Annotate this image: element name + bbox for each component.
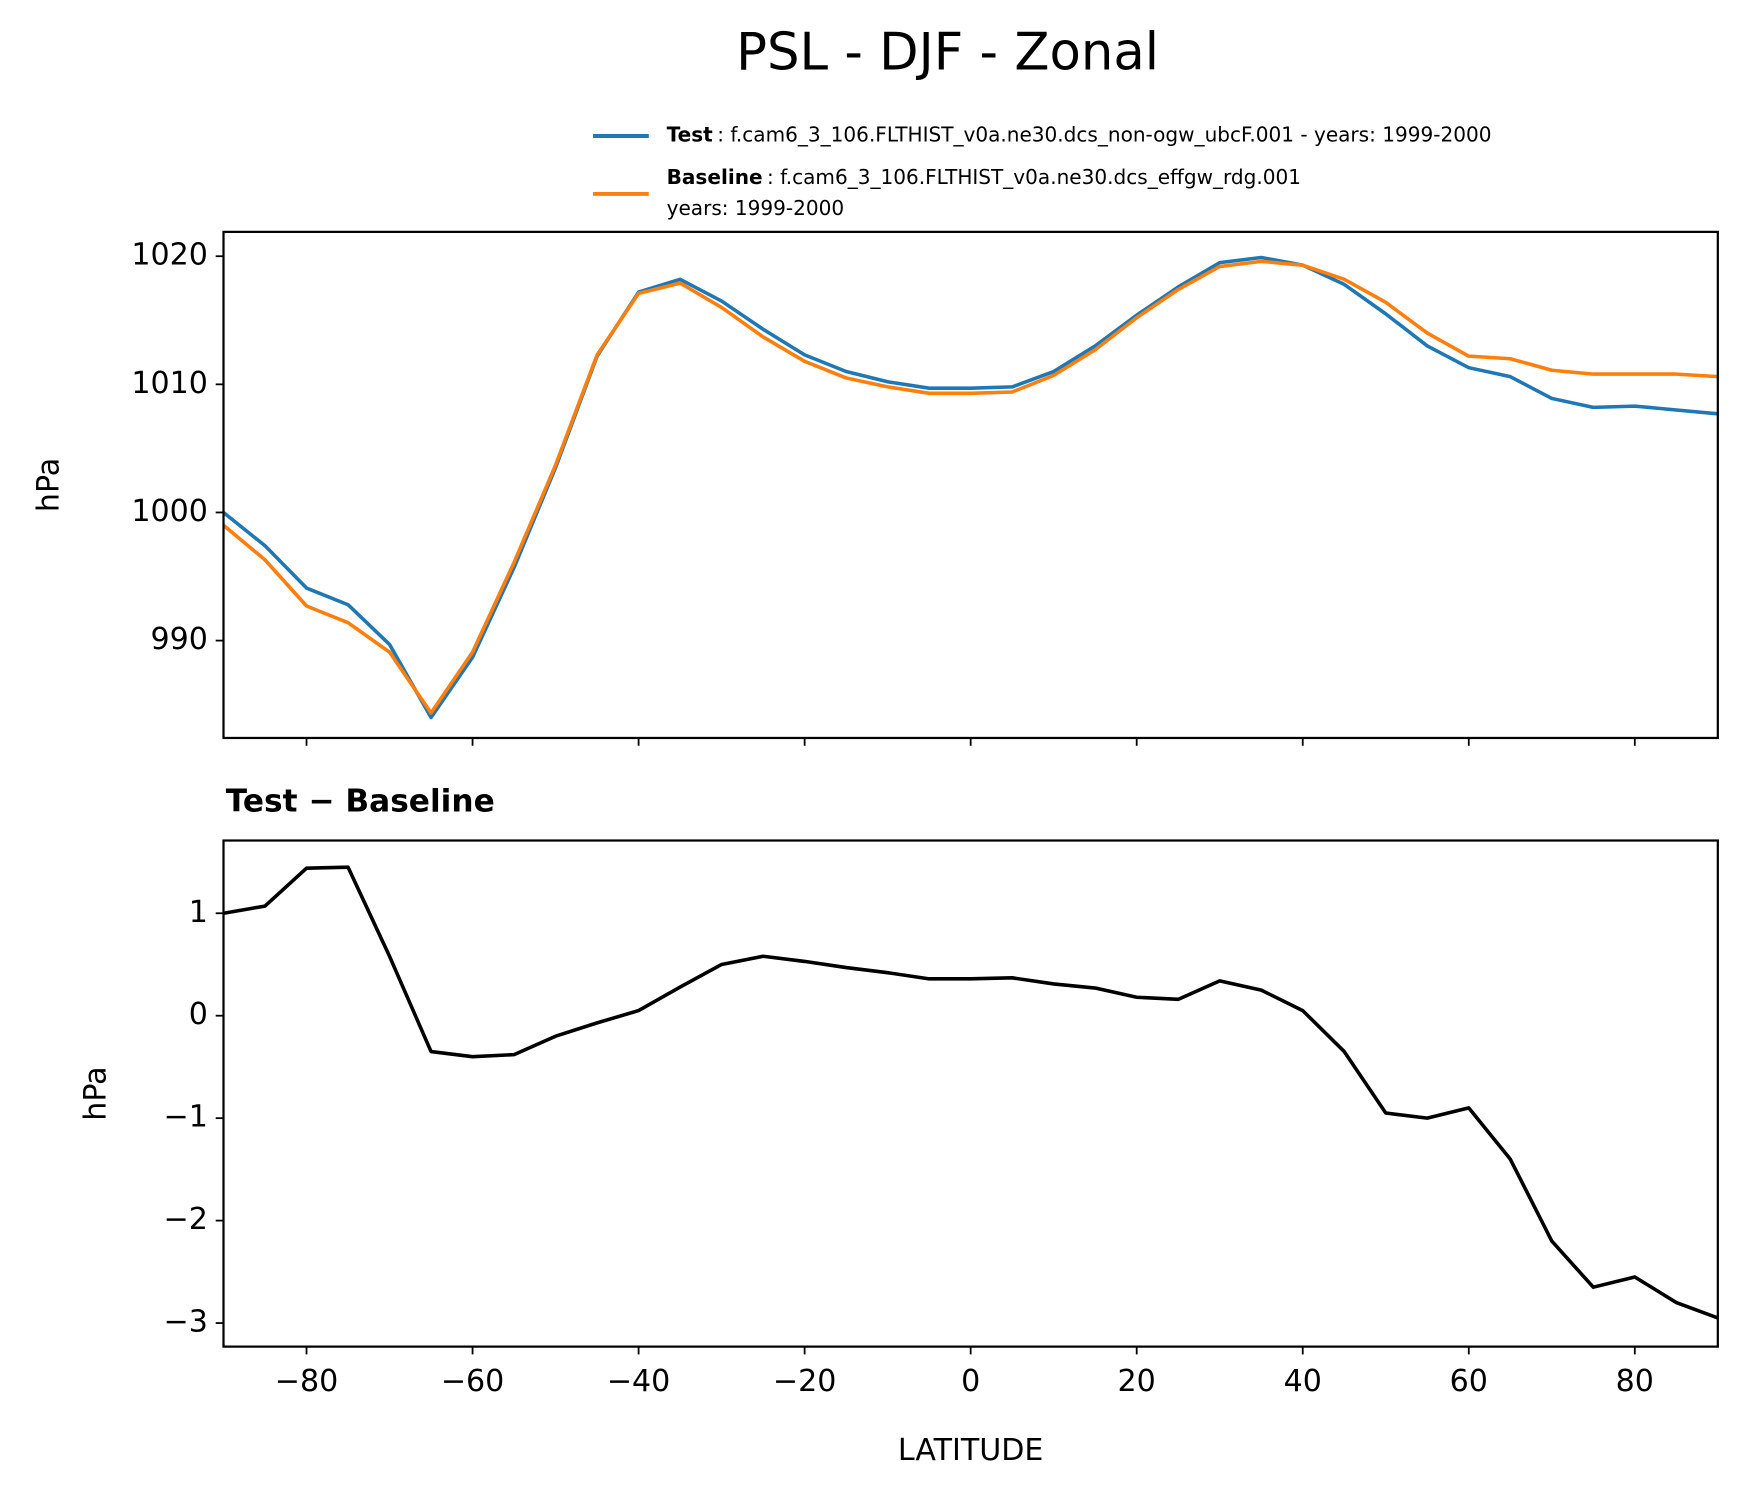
y-axis-label: hPa: [32, 458, 67, 512]
y-tick-label: 1: [189, 895, 208, 930]
y-axis-label: hPa: [78, 1066, 113, 1120]
x-tick-label: 20: [1118, 1364, 1156, 1399]
legend-name: Baseline: [667, 165, 763, 189]
data-line: [223, 259, 1718, 715]
y-tick-label: 1010: [131, 366, 208, 401]
y-tick-label: −1: [164, 1100, 208, 1135]
axes-frame: [222, 839, 1719, 1348]
y-tick-label: 1020: [131, 238, 208, 273]
x-tick-label: 40: [1284, 1364, 1322, 1399]
y-tick-label: 1000: [131, 494, 208, 529]
x-tick-label: −40: [607, 1364, 670, 1399]
y-tick-label: 990: [150, 622, 207, 657]
subplot-title: Test − Baseline: [226, 784, 495, 820]
x-tick-label: −60: [441, 1364, 504, 1399]
x-tick-label: 0: [961, 1364, 980, 1399]
data-line: [223, 865, 1718, 1320]
y-tick-label: −2: [164, 1202, 208, 1237]
legend-description: years: 1999-2000: [667, 196, 845, 220]
figure-title: PSL - DJF - Zonal: [736, 23, 1159, 83]
y-tick-label: 0: [189, 997, 208, 1032]
x-tick-label: 80: [1616, 1364, 1654, 1399]
y-tick-label: −3: [164, 1305, 208, 1340]
x-axis-label: LATITUDE: [898, 1433, 1044, 1468]
axes-frame: [222, 230, 1719, 740]
x-tick-label: −80: [275, 1364, 338, 1399]
x-tick-label: 60: [1450, 1364, 1488, 1399]
legend-description: : f.cam6_3_106.FLTHIST_v0a.ne30.dcs_non-…: [717, 123, 1491, 147]
x-tick-label: −20: [773, 1364, 836, 1399]
legend-name: Test: [667, 123, 714, 147]
legend-description: : f.cam6_3_106.FLTHIST_v0a.ne30.dcs_effg…: [767, 165, 1301, 189]
data-line: [223, 255, 1718, 720]
